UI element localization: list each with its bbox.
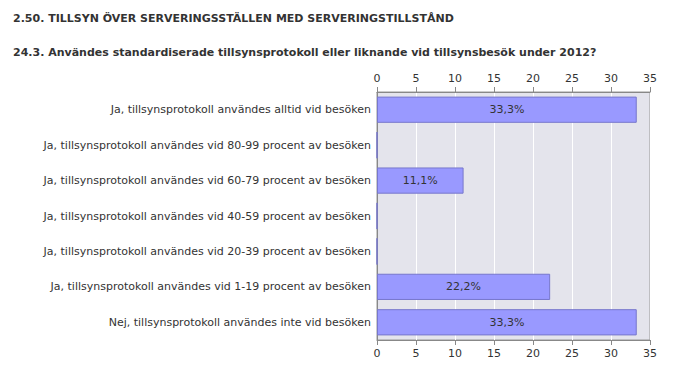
svg-text:2.50. TILLSYN ÖVER SERVERINGSS: 2.50. TILLSYN ÖVER SERVERINGSSTÄLLEN MED… [13,11,454,25]
svg-text:24.3. Användes standardiserade: 24.3. Användes standardiserade tillsynsp… [13,46,596,59]
svg-text:Ja, tillsynsprotokoll användes: Ja, tillsynsprotokoll användes vid 80-99… [43,139,371,152]
svg-text:33,3%: 33,3% [489,316,524,329]
svg-text:Ja, tillsynsprotokoll användes: Ja, tillsynsprotokoll användes vid 40-59… [43,210,371,223]
svg-text:35: 35 [643,347,657,360]
svg-text:0: 0 [374,347,381,360]
svg-text:25: 25 [565,72,579,85]
svg-text:10: 10 [448,72,462,85]
svg-text:Ja, tillsynsprotokoll användes: Ja, tillsynsprotokoll användes alltid vi… [110,103,371,116]
svg-text:0: 0 [374,72,381,85]
svg-text:11,1%: 11,1% [403,174,438,187]
svg-text:20: 20 [526,347,540,360]
svg-text:25: 25 [565,347,579,360]
svg-text:33,3%: 33,3% [489,103,524,116]
svg-text:30: 30 [604,72,618,85]
svg-text:Ja, tillsynsprotokoll användes: Ja, tillsynsprotokoll användes vid 1-19 … [50,280,371,293]
svg-text:35: 35 [643,72,657,85]
svg-text:10: 10 [448,347,462,360]
svg-text:Ja, tillsynsprotokoll användes: Ja, tillsynsprotokoll användes vid 20-39… [43,245,371,258]
svg-text:15: 15 [487,347,501,360]
svg-text:30: 30 [604,347,618,360]
svg-text:5: 5 [413,72,420,85]
svg-text:15: 15 [487,72,501,85]
svg-text:5: 5 [413,347,420,360]
svg-text:Nej, tillsynsprotokoll använde: Nej, tillsynsprotokoll användes inte vid… [109,316,371,329]
svg-text:22,2%: 22,2% [446,280,481,293]
svg-text:20: 20 [526,72,540,85]
svg-text:Ja, tillsynsprotokoll användes: Ja, tillsynsprotokoll användes vid 60-79… [43,174,371,187]
